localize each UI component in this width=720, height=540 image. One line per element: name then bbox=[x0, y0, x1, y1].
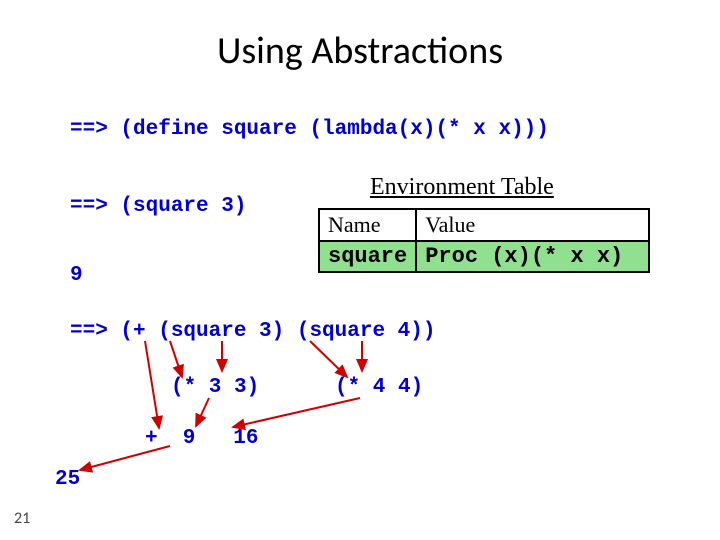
env-table-title: Environment Table bbox=[370, 174, 554, 201]
env-table: Name Value square Proc (x)(* x x) bbox=[318, 208, 650, 273]
code-line-define: ==> (define square (lambda(x)(* x x))) bbox=[70, 118, 549, 141]
code-result-25: 25 bbox=[55, 468, 80, 491]
code-expr-mul44: (* 4 4) bbox=[335, 376, 423, 399]
cell-value: Proc (x)(* x x) bbox=[416, 241, 649, 272]
code-line-plus: ==> (+ (square 3) (square 4)) bbox=[70, 320, 435, 343]
cell-name: square bbox=[319, 241, 416, 272]
col-value: Value bbox=[416, 209, 649, 241]
table-row: square Proc (x)(* x x) bbox=[319, 241, 649, 272]
col-name: Name bbox=[319, 209, 416, 241]
code-reduce: + 9 16 bbox=[145, 427, 258, 450]
table-header-row: Name Value bbox=[319, 209, 649, 241]
code-line-square3: ==> (square 3) bbox=[70, 195, 246, 218]
slide-title: Using Abstractions bbox=[0, 0, 720, 74]
slide-number: 21 bbox=[14, 509, 30, 528]
code-output-9: 9 bbox=[70, 264, 83, 287]
code-expr-mul33: (* 3 3) bbox=[171, 376, 259, 399]
